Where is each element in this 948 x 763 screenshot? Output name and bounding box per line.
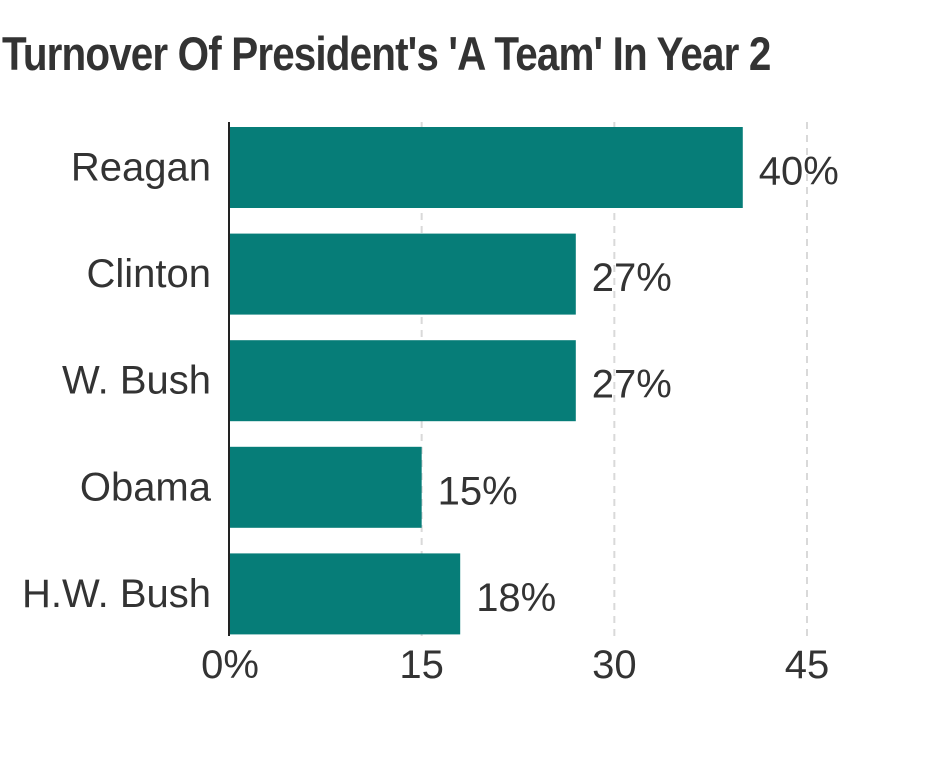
category-label-obama: Obama bbox=[80, 465, 212, 509]
chart-title: Turnover Of President's 'A Team' In Year… bbox=[2, 27, 771, 80]
category-label-clinton: Clinton bbox=[86, 252, 211, 296]
bars bbox=[229, 127, 743, 635]
bar-clinton bbox=[229, 233, 576, 315]
value-label-reagan: 40% bbox=[759, 150, 839, 194]
value-label-obama: 15% bbox=[438, 469, 518, 513]
category-label-w-bush: W. Bush bbox=[62, 359, 211, 403]
category-label-h-w-bush: H.W. Bush bbox=[22, 572, 211, 616]
labels: Reagan 40% Clinton 27% W. Bush 27% Obama 15% H.W… bbox=[22, 146, 839, 688]
bar-h-w-bush bbox=[229, 553, 461, 635]
x-tick-label-30: 30 bbox=[592, 643, 637, 687]
x-tick-label-15: 15 bbox=[399, 643, 444, 687]
bar-obama bbox=[229, 446, 422, 528]
bar-w-bush bbox=[229, 340, 576, 422]
value-label-clinton: 27% bbox=[592, 256, 672, 300]
x-tick-label-0: 0% bbox=[201, 643, 259, 687]
value-label-h-w-bush: 18% bbox=[476, 576, 556, 620]
x-tick-label-45: 45 bbox=[785, 643, 830, 687]
value-label-w-bush: 27% bbox=[592, 363, 672, 407]
category-label-reagan: Reagan bbox=[71, 146, 211, 190]
bar-reagan bbox=[229, 127, 743, 208]
